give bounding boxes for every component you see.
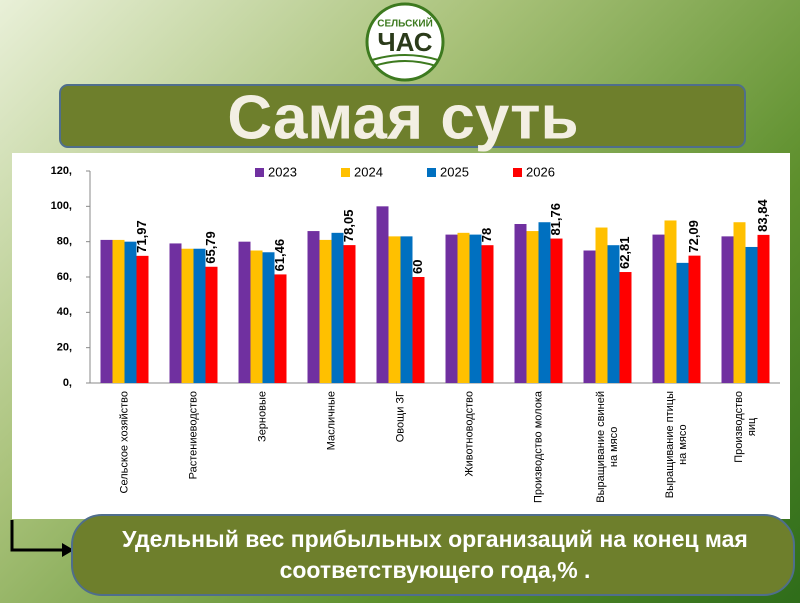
logo-text: ЧАС [377, 27, 432, 57]
bar [319, 239, 332, 383]
arrow [10, 520, 66, 552]
x-tick-label: Сельское хозяйство [118, 391, 130, 494]
value-label: 65,79 [203, 231, 218, 264]
caption: Удельный вес прибыльных организаций на к… [122, 526, 748, 583]
value-label: 72,09 [686, 220, 701, 253]
bar [100, 239, 113, 383]
bar [307, 231, 320, 383]
bar [526, 231, 539, 383]
x-tick-label: Производство молока [532, 391, 544, 504]
bar [274, 274, 287, 383]
bar [343, 245, 356, 383]
bar [721, 236, 734, 383]
bar [124, 241, 137, 383]
bar [652, 234, 665, 383]
bar [688, 255, 701, 383]
x-tick-label: Растениеводство [187, 391, 199, 480]
y-tick-label: 100, [51, 200, 72, 212]
bar [595, 227, 608, 383]
legend-swatch [513, 168, 522, 177]
bar [676, 262, 689, 383]
bar [238, 241, 251, 383]
bar [112, 239, 125, 383]
bar [376, 206, 389, 383]
x-tick-label: Овощи ЗГ [394, 391, 406, 443]
bar [205, 266, 218, 383]
bar [181, 248, 194, 383]
x-tick-label: Выращивание птицы на мясо [663, 391, 689, 499]
bar [400, 236, 413, 383]
value-label: 78 [479, 228, 494, 242]
x-tick-label: Масличные [325, 391, 337, 451]
y-tick-label: 120, [51, 165, 72, 177]
bar [757, 234, 770, 383]
legend-swatch [255, 168, 264, 177]
legend-label: 2025 [440, 164, 469, 179]
bar [388, 236, 401, 383]
title: Самая суть [227, 83, 578, 152]
value-label: 71,97 [134, 220, 149, 253]
bar [664, 220, 677, 383]
x-tick-label: Животноводство [463, 391, 475, 477]
logo-circle [365, 2, 445, 82]
value-label: 62,81 [617, 236, 632, 269]
legend-swatch [427, 168, 436, 177]
bar [250, 250, 263, 383]
bar [733, 222, 746, 383]
legend-swatch [341, 168, 350, 177]
bar [514, 224, 527, 383]
legend-label: 2024 [354, 164, 383, 179]
bar [331, 232, 344, 383]
logo-lines [371, 54, 439, 67]
value-label: 60 [410, 260, 425, 274]
value-label: 81,76 [548, 203, 563, 236]
bar [469, 234, 482, 383]
bar [619, 272, 632, 383]
legend-label: 2023 [268, 164, 297, 179]
bar [262, 252, 275, 383]
bar [538, 222, 551, 383]
value-label: 78,05 [341, 210, 356, 243]
bar [745, 246, 758, 383]
arrow-head [62, 543, 74, 557]
bar [583, 250, 596, 383]
value-label: 61,46 [272, 239, 287, 272]
logo-text: СЕЛЬСКИЙ [377, 17, 433, 30]
bar [445, 234, 458, 383]
value-label: 83,84 [755, 199, 770, 232]
bar [607, 245, 620, 383]
y-tick-label: 60, [57, 271, 72, 283]
bar [550, 238, 563, 383]
bar [193, 248, 206, 383]
y-tick-label: 80, [57, 236, 72, 248]
y-tick-label: 40, [57, 306, 72, 318]
bar [136, 255, 149, 383]
title-banner [59, 84, 746, 148]
x-tick-label: Производство яиц [732, 391, 758, 463]
legend-label: 2026 [526, 164, 555, 179]
bar [169, 243, 182, 383]
x-tick-label: Выращивание свиней на мясо [594, 391, 620, 503]
bar [481, 245, 494, 383]
chart: 0, 20, 40, 60, 80, 100, 120, 2023 2024 2025 2026 71… [51, 164, 780, 389]
x-tick-label: Зерновые [256, 391, 268, 442]
bar [457, 232, 470, 383]
y-tick-label: 0, [63, 377, 72, 389]
bar [412, 277, 425, 383]
y-tick-label: 20, [57, 342, 72, 354]
caption-banner [71, 514, 795, 596]
